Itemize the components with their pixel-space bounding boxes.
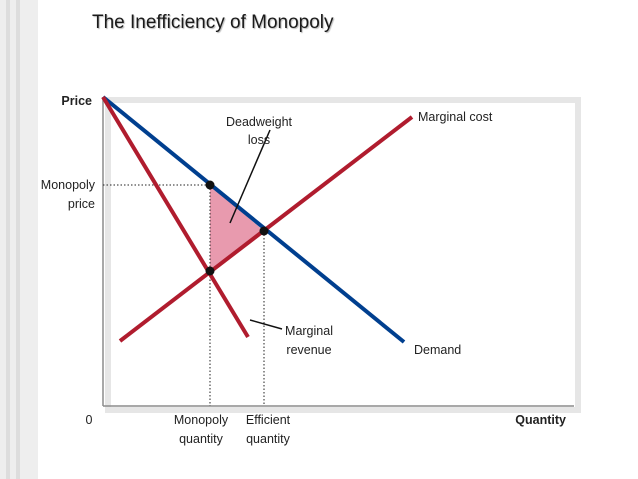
marginal-cost-label: Marginal cost [418,110,493,124]
decorative-sidebar [0,0,38,479]
origin-label: 0 [86,413,93,427]
marginal-revenue-label-line1: Marginal [285,324,333,338]
monopoly-quantity-label-line2: quantity [179,432,224,446]
monopoly-price-label-line2: price [68,197,95,211]
marginal-revenue-curve [101,95,250,339]
monopoly-outcome-dot [205,180,215,190]
monopoly-price-label-line1: Monopoly [41,178,96,192]
slide-title: The Inefficiency of Monopoly [92,12,334,33]
marginal-revenue-pointer [249,319,283,330]
deadweight-loss-area [210,185,264,271]
y-axis-label: Price [61,94,92,108]
deadweight-loss-label-line1: Deadweight [226,115,293,129]
monopoly-quantity-label-line1: Monopoly [174,413,229,427]
efficient-outcome-dot [259,226,269,236]
efficient-quantity-label-line2: quantity [246,432,291,446]
deadweight-loss-label-line2: loss [248,133,270,147]
marginal-revenue-label-line2: revenue [286,343,331,357]
demand-curve [101,95,406,344]
demand-label: Demand [414,343,461,357]
deadweight-loss-pointer [229,129,271,224]
efficient-quantity-label-line1: Efficient [246,413,291,427]
x-axis-label: Quantity [515,413,566,427]
axis-shadow [105,97,581,413]
mr-equals-mc-dot [205,266,215,276]
